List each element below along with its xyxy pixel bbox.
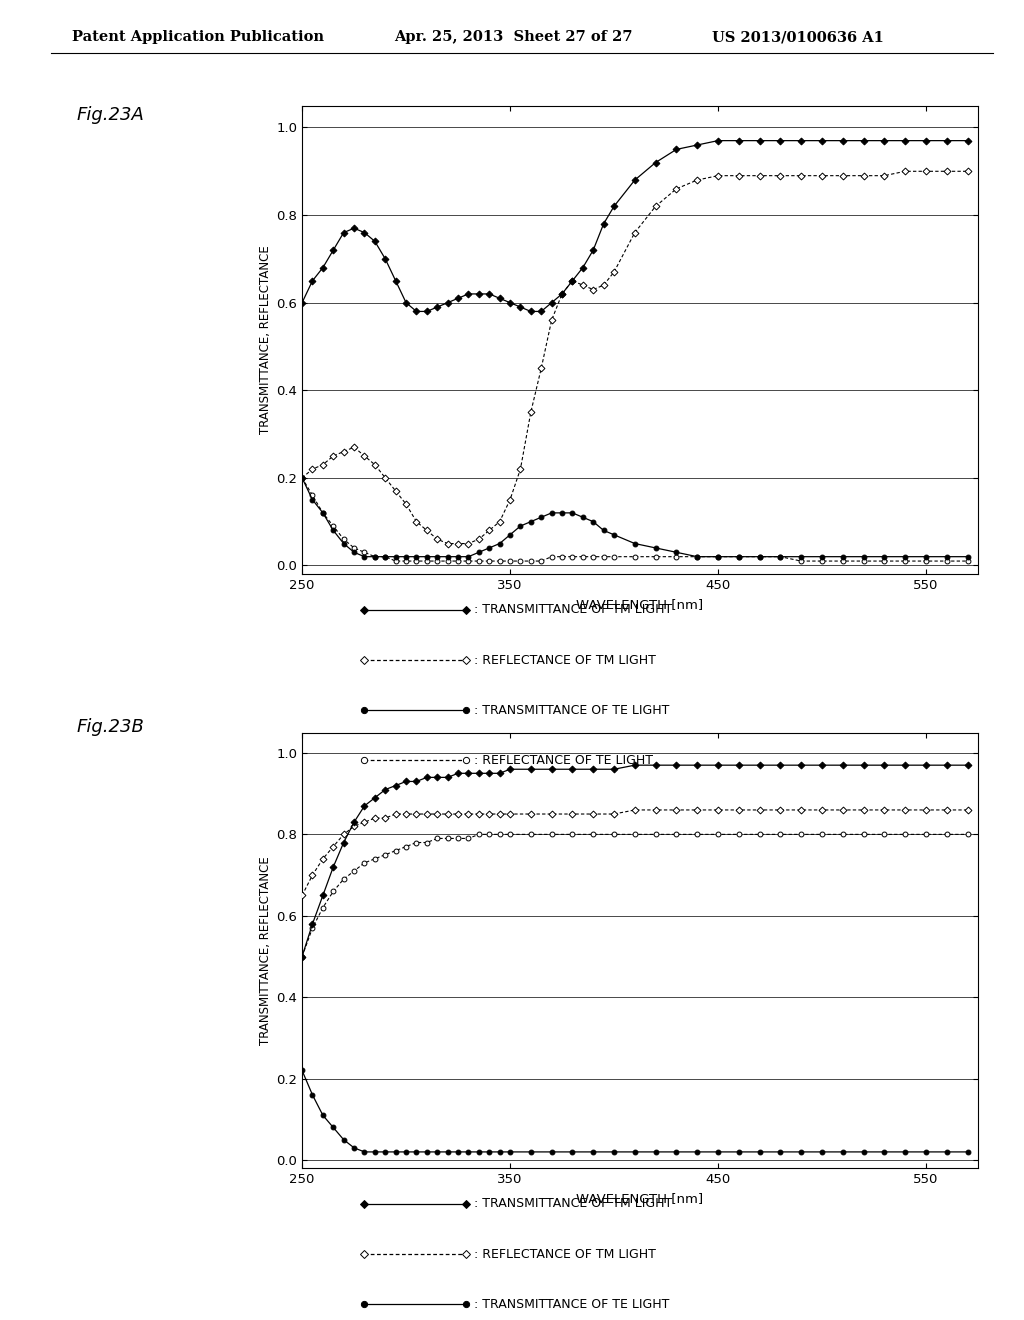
Y-axis label: TRANSMITTANCE, REFLECTANCE: TRANSMITTANCE, REFLECTANCE (259, 857, 272, 1044)
X-axis label: WAVELENGTH [nm]: WAVELENGTH [nm] (577, 1192, 703, 1205)
Text: US 2013/0100636 A1: US 2013/0100636 A1 (712, 30, 884, 45)
Text: Patent Application Publication: Patent Application Publication (72, 30, 324, 45)
Text: : REFLECTANCE OF TE LIGHT: : REFLECTANCE OF TE LIGHT (474, 754, 653, 767)
Text: : TRANSMITTANCE OF TE LIGHT: : TRANSMITTANCE OF TE LIGHT (474, 1298, 670, 1311)
Y-axis label: TRANSMITTANCE, REFLECTANCE: TRANSMITTANCE, REFLECTANCE (259, 246, 272, 434)
Text: : TRANSMITTANCE OF TM LIGHT: : TRANSMITTANCE OF TM LIGHT (474, 1197, 673, 1210)
Text: : REFLECTANCE OF TM LIGHT: : REFLECTANCE OF TM LIGHT (474, 653, 656, 667)
Text: : REFLECTANCE OF TM LIGHT: : REFLECTANCE OF TM LIGHT (474, 1247, 656, 1261)
Text: Fig.23B: Fig.23B (77, 718, 144, 737)
Text: Apr. 25, 2013  Sheet 27 of 27: Apr. 25, 2013 Sheet 27 of 27 (394, 30, 633, 45)
Text: : TRANSMITTANCE OF TM LIGHT: : TRANSMITTANCE OF TM LIGHT (474, 603, 673, 616)
Text: : TRANSMITTANCE OF TE LIGHT: : TRANSMITTANCE OF TE LIGHT (474, 704, 670, 717)
X-axis label: WAVELENGTH [nm]: WAVELENGTH [nm] (577, 598, 703, 611)
Text: Fig.23A: Fig.23A (77, 106, 144, 124)
